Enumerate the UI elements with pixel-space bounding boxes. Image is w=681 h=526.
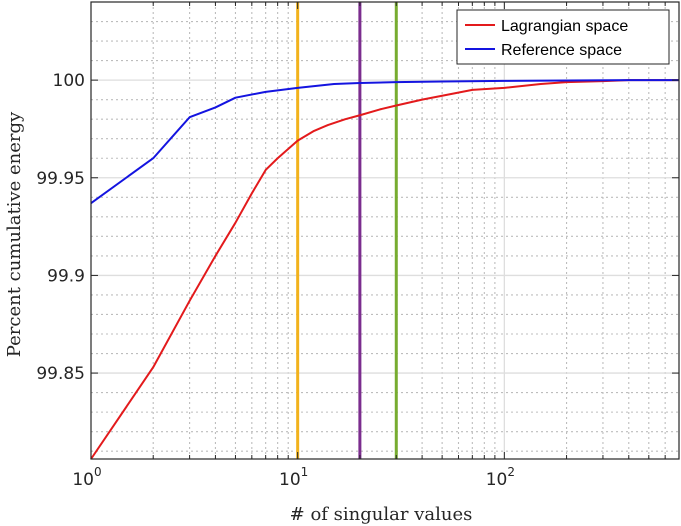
legend-label-1: Reference space — [501, 42, 622, 59]
x-tick-exponent: 1 — [301, 465, 309, 479]
x-tick-base: 10 — [486, 470, 508, 490]
y-tick-label: 99.95 — [36, 169, 85, 189]
grid — [91, 2, 679, 459]
series-lines — [90, 79, 679, 460]
legend: Lagrangian space Reference space — [456, 9, 670, 65]
series-line-1 — [90, 79, 679, 204]
legend-label-0: Lagrangian space — [501, 18, 628, 35]
series-line-0 — [90, 79, 679, 460]
plot-frame — [90, 1, 680, 460]
x-axis-title: # of singular values — [290, 504, 473, 525]
legend-box — [456, 9, 670, 65]
y-tick-label: 100 — [53, 71, 85, 91]
x-tick-exponent: 0 — [94, 465, 102, 479]
x-tick-label: 100 — [72, 465, 101, 490]
x-tick-base: 10 — [279, 470, 301, 490]
x-tick-base: 10 — [72, 470, 94, 490]
y-axis-title: Percent cumulative energy — [4, 111, 25, 357]
y-tick-label: 99.85 — [36, 364, 85, 384]
x-tick-label: 101 — [279, 465, 308, 490]
vertical-markers — [296, 2, 398, 459]
x-tick-label: 102 — [486, 465, 515, 490]
x-tick-exponent: 2 — [507, 465, 515, 479]
y-tick-label: 99.9 — [47, 266, 85, 286]
